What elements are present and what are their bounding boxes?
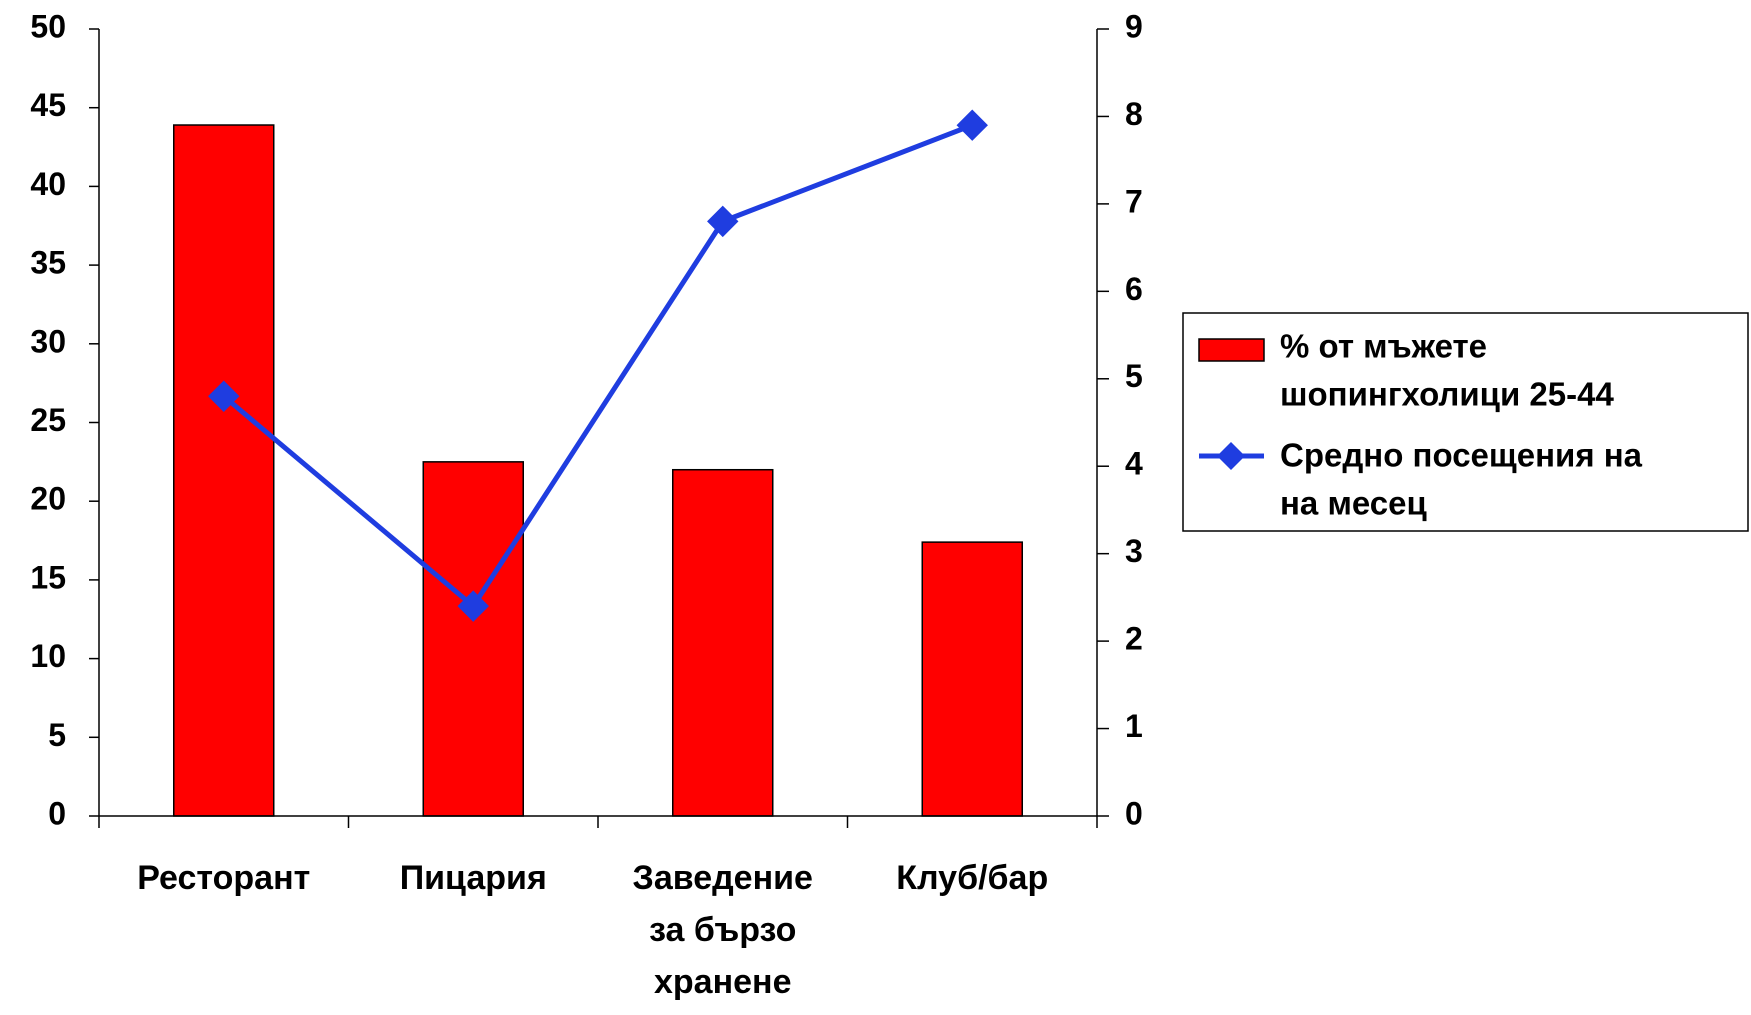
y-left-tick-label: 10 xyxy=(30,638,66,674)
y-left-tick-label: 25 xyxy=(30,402,66,438)
y-right-tick-label: 7 xyxy=(1125,183,1143,219)
y-left-tick-label: 0 xyxy=(48,795,66,831)
line-series xyxy=(222,122,974,609)
y-left-tick-label: 15 xyxy=(30,559,66,595)
bar-3 xyxy=(672,468,774,817)
line-point-1 xyxy=(208,380,240,412)
y-left-tick-label: 5 xyxy=(48,717,66,753)
y-right-tick-label: 6 xyxy=(1125,271,1143,307)
bar-4 xyxy=(921,541,1023,817)
legend-marker-line xyxy=(1217,442,1245,470)
legend-label-bar: шопингхолици 25-44 xyxy=(1280,376,1614,413)
x-tick-label: Клуб/бар xyxy=(896,859,1048,897)
bar-1 xyxy=(173,124,275,817)
y-right-tick-label: 5 xyxy=(1125,358,1143,394)
y-right-tick-label: 0 xyxy=(1125,795,1143,831)
x-tick-label: Заведение xyxy=(633,859,813,897)
x-tick-label: за бързо xyxy=(649,911,796,949)
line-point-2 xyxy=(457,590,489,622)
y-right-tick-label: 1 xyxy=(1125,708,1143,744)
bar-2 xyxy=(422,461,524,817)
y-left-tick-label: 30 xyxy=(30,323,66,359)
y-right-tick-label: 3 xyxy=(1125,533,1143,569)
y-left-tick-label: 40 xyxy=(30,166,66,202)
y-left-tick-label: 50 xyxy=(30,8,66,44)
x-tick-label: Пицария xyxy=(400,859,547,897)
legend-label-line: Средно посещения на xyxy=(1280,437,1643,474)
y-right-tick-label: 9 xyxy=(1125,8,1143,44)
legend-label-line: на месец xyxy=(1280,485,1427,522)
y-right-tick-label: 2 xyxy=(1125,621,1143,657)
x-tick-label: хранене xyxy=(654,963,791,1001)
y-left-tick-label: 45 xyxy=(30,87,66,123)
legend-swatch-bar xyxy=(1198,338,1265,362)
legend xyxy=(1182,312,1749,532)
y-left-tick-label: 35 xyxy=(30,245,66,281)
legend-label-bar: % от мъжете xyxy=(1280,328,1487,365)
line-point-4 xyxy=(956,109,988,141)
y-right-tick-label: 8 xyxy=(1125,96,1143,132)
y-left-tick-label: 20 xyxy=(30,481,66,517)
line-point-3 xyxy=(707,205,739,238)
y-right-tick-label: 4 xyxy=(1125,446,1143,482)
x-tick-label: Ресторант xyxy=(137,859,310,897)
